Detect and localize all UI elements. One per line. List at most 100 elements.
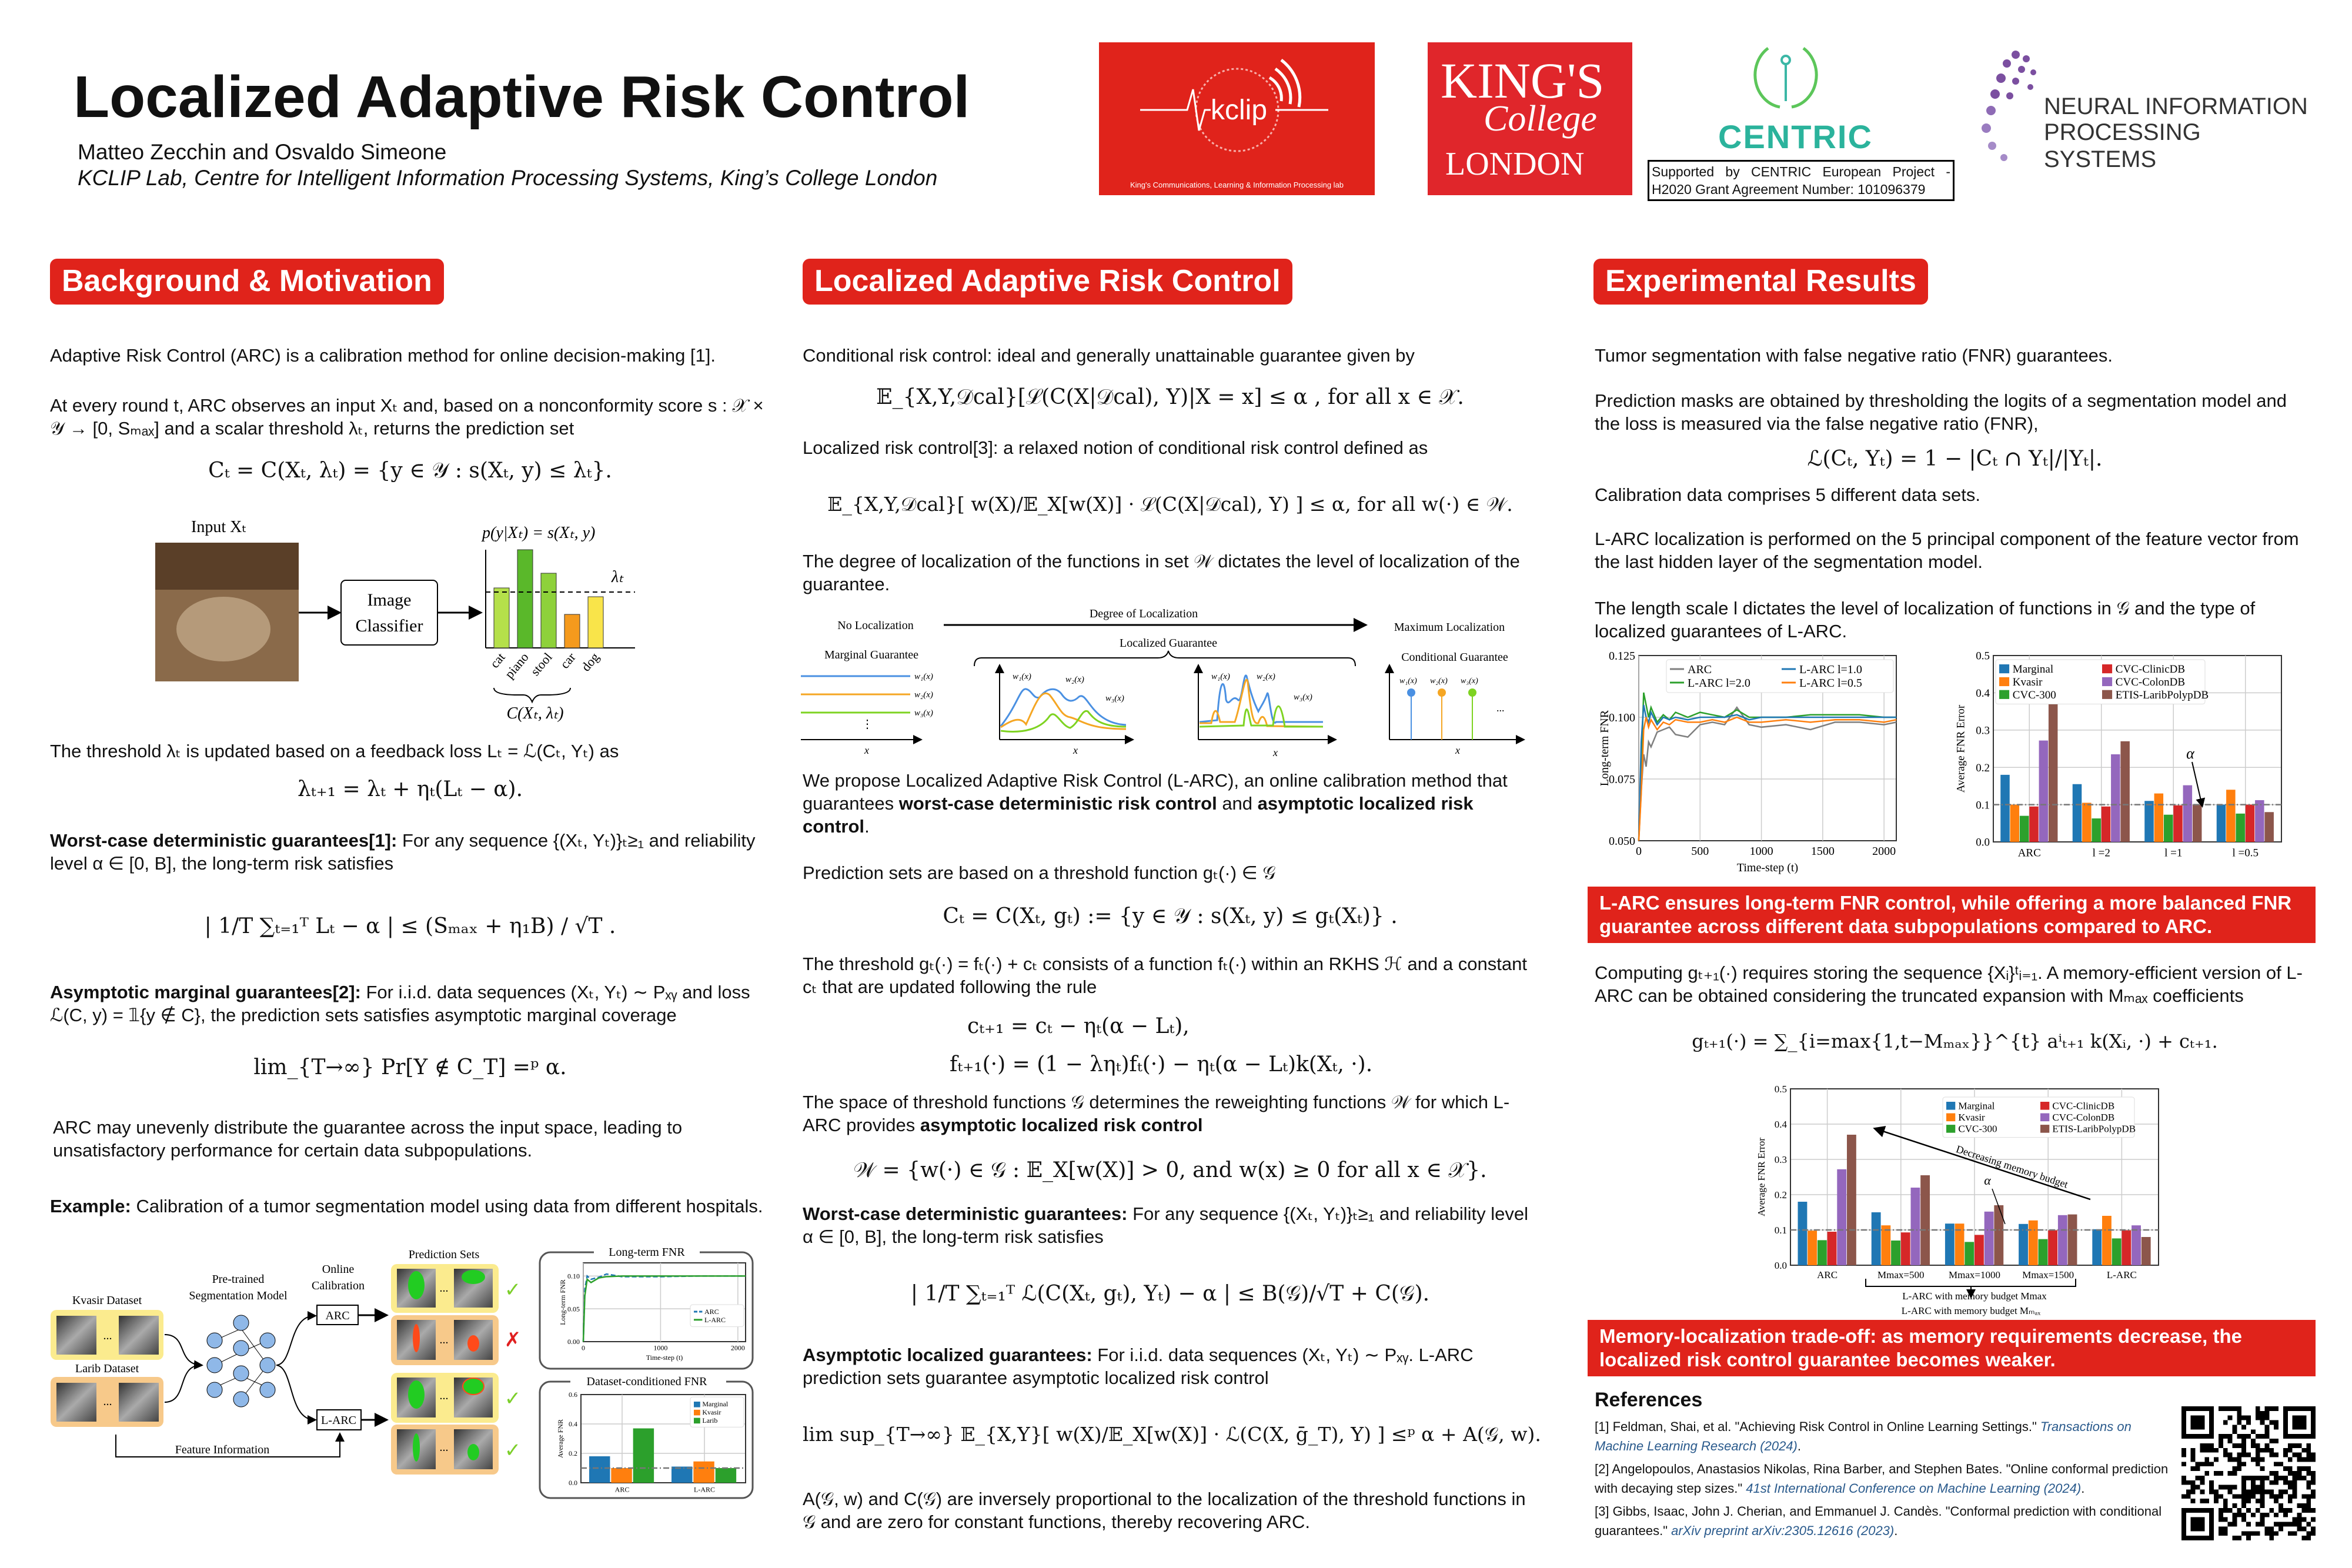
paragraph: Prediction masks are obtained by thresho… [1595,390,2287,434]
equation-threshold-set: Cₜ = C(Xₜ, gₜ) := {y ∈ 𝒴 : s(Xₜ, y) ≤ gₜ… [943,904,1398,928]
inset-bar-chart: 0.0 0.2 0.4 0.6 Average FNR ARC L-ARC MarginalK… [556,1390,746,1494]
equation-prediction-set: Cₜ = C(Xₜ, λₜ) = {y ∈ 𝒴 : s(Xₜ, y) ≤ λₜ}… [208,459,612,483]
equation-weight-set: 𝒲 = {w(·) ∈ 𝒢 : 𝔼_X[w(X)] > 0, and w(x) … [853,1158,1487,1182]
legend-label: ETIS-LaribPolypDB [2052,1124,2136,1135]
equation-constant-update: cₜ₊₁ = cₜ − ηₜ(α − Lₜ), [967,1014,1190,1038]
equation-marginal-coverage: lim_{T→∞} Pr[Y ∉ C_T] =ᵖ α. [253,1055,567,1079]
kings-wordmark: KING'S [1441,52,1605,109]
feature-information-label: Feature Information [175,1443,270,1456]
y-tick-label: 0.100 [1609,711,1635,724]
bar [2048,704,2058,842]
score-bar-cat [493,587,510,648]
bar [633,1428,654,1483]
larib-label: Larib Dataset [75,1362,139,1375]
model-label: Pre-trained [212,1273,265,1286]
centric-wordmark: CENTRIC [1718,118,1873,155]
w3-label: w₃(x) [1294,693,1312,702]
authors: Matteo Zecchin and Osvaldo Simeone [78,140,447,164]
text: and [1217,793,1258,814]
bar [2101,806,2111,842]
score-bar-car [564,614,580,648]
w2-label: w₂(x) [1430,677,1448,686]
reference-text: [2] Angelopoulos, Anastasios Nikolas, Ri… [1595,1462,2169,1496]
y-tick-label: 0.075 [1609,773,1635,786]
paragraph: Worst-case deterministic guarantees: For… [803,1202,1538,1248]
bar [1817,1240,1827,1265]
marginal-guarantee-label: Marginal Guarantee [824,648,918,661]
bar [2192,804,2202,842]
legend-swatch [694,1409,700,1416]
kvasir-label: Kvasir Dataset [72,1294,142,1307]
bar [1837,1169,1847,1265]
x-axis-label: x [1073,744,1078,756]
x-tick-label: Mmax=500 [1877,1269,1924,1281]
paragraph: We propose Localized Adaptive Risk Contr… [803,769,1538,838]
y-tick-label: 0.2 [569,1449,577,1457]
series-line [1638,692,1896,841]
equation-conditional-risk: 𝔼_{X,Y,𝒟cal}[ℒ(C(X|𝒟cal), Y)|X = x] ≤ α … [876,385,1464,409]
lambda-label: λₜ [611,568,624,586]
bar [2236,813,2245,842]
series-line [1638,706,1897,841]
paragraph: Asymptotic marginal guarantees[2]: For i… [50,981,770,1027]
bar [1955,1223,1965,1265]
neural-network-icon [206,1315,276,1407]
bar [2057,1215,2067,1265]
classifier-label: Classifier [356,616,423,636]
w3-label: w₃(x) [1105,694,1124,703]
w1-label: w₁(x) [1399,677,1417,686]
paragraph: L-ARC localization is performed on the 5… [1595,529,2299,572]
alpha-label: α [2186,745,2195,762]
kclip-wordmark: kclip [1211,95,1268,126]
legend-swatch [2040,1113,2050,1122]
long-term-fnr-chart: 0.050 0.075 0.100 0.125 Long-term FNR 0 500 100… [1598,650,1897,874]
conditional-guarantee-label: Conditional Guarantee [1401,651,1508,664]
prediction-set-panels [391,1264,499,1475]
bar [2102,1216,2112,1265]
legend-swatch [1946,1113,1956,1122]
ellipsis: ... [1496,702,1505,714]
score-bar-piano [517,549,533,648]
legend-label: ARC [1688,663,1712,676]
paragraph: Computing gₜ₊₁(·) requires storing the s… [1595,962,2303,1006]
x-tick-label: 2000 [731,1343,745,1352]
bar [2082,803,2092,842]
w3-label: w₃(x) [1461,677,1478,686]
ellipsis: ... [103,1329,112,1342]
centric-tree-icon [1753,46,1818,109]
y-tick-label: 0.4 [569,1420,577,1428]
reference-text: [1] Feldman, Shai, et al. "Achieving Ris… [1595,1419,2040,1434]
paragraph: The length scale l dictates the level of… [1595,598,2256,641]
equation-threshold-update: λₜ₊₁ = λₜ + ηₜ(Lₜ − α). [297,777,523,801]
w1-label: w₁(x) [914,672,933,681]
bar [1846,1135,1856,1265]
bar [2019,1223,2028,1265]
legend-label: L-ARC l=0.5 [1799,677,1862,690]
key-finding-banner: L-ARC ensures long-term FNR control, whi… [1588,887,2316,943]
no-localization-label: No Localization [837,619,913,632]
reference-venue-link[interactable]: Transactions on Machine Learning Researc… [1595,1419,2132,1453]
qr-code[interactable] [2181,1406,2316,1540]
legend-label: Kvasir [702,1408,721,1416]
reference-venue-link[interactable]: arXiv preprint arXiv:2305.12616 (2023) [1671,1523,1895,1538]
reference-venue-link[interactable]: 41st International Conference on Machine… [1746,1481,2082,1496]
series-line [1638,716,1897,841]
references-heading: References [1595,1389,1703,1411]
plot-frame [580,1394,746,1483]
paragraph: Conditional risk control: ideal and gene… [803,345,1415,366]
y-axis-label: Average FNR Error [1756,1138,1767,1216]
legend-label: Marginal [702,1400,728,1408]
y-tick-label: 0.4 [1775,1119,1788,1130]
legend-label: Kvasir [2013,676,2043,688]
input-label: Input Xₜ [191,518,247,536]
x-tick-label: L-ARC [2107,1269,2137,1281]
bold-lead: Worst-case deterministic guarantees[1]: [50,830,397,851]
bar [2019,815,2029,842]
bar [693,1461,714,1483]
legend-swatch [2040,1102,2050,1110]
bar [715,1468,737,1483]
check-icon: ✓ [505,1279,522,1301]
vertical-ellipsis: ⋮ [861,718,873,731]
example-figure: Kvasir Dataset ... Larib Dataset ... Pre… [51,1245,754,1499]
ellipsis: ... [103,1395,112,1408]
